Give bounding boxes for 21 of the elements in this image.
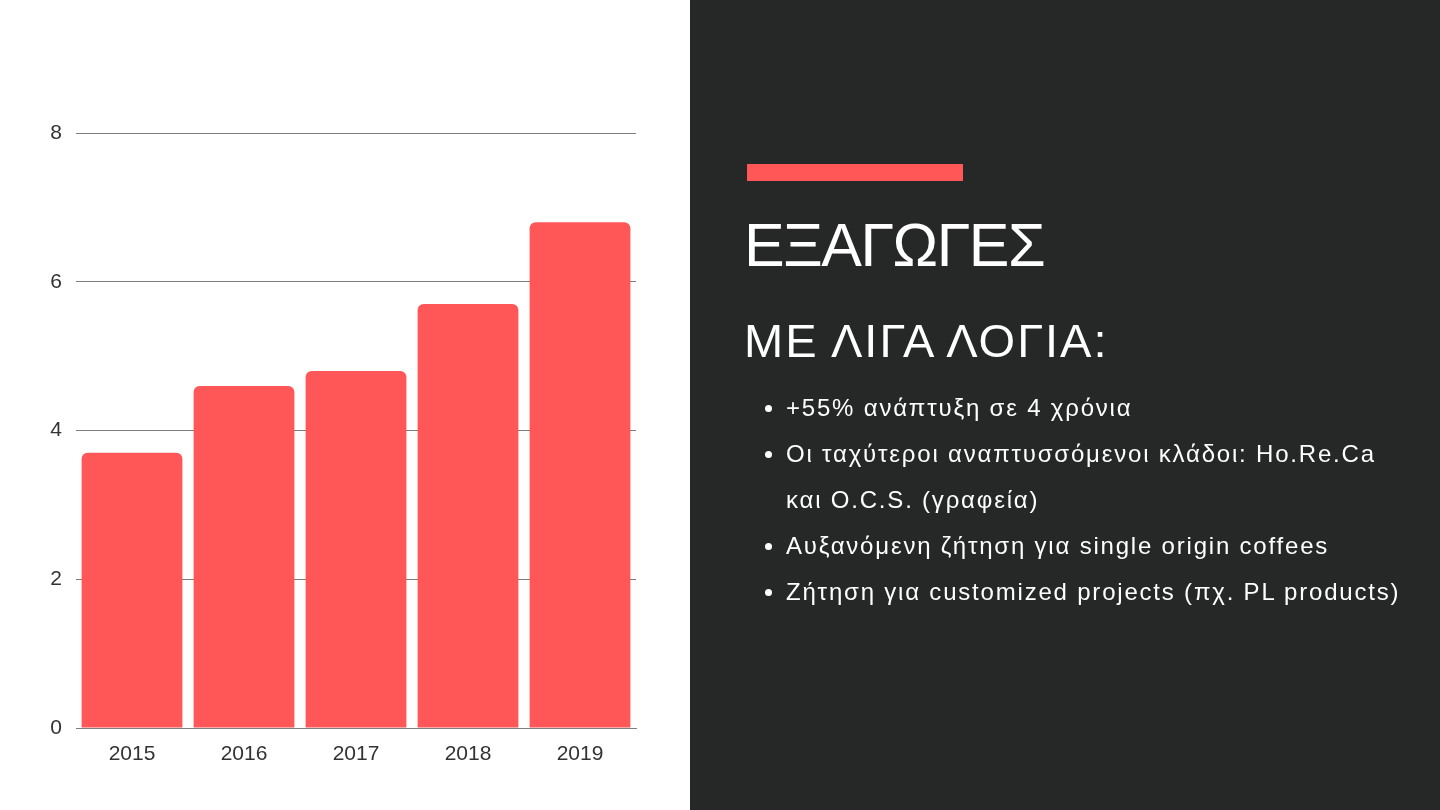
text: ΕΞΑΓΩΓΕΣ bbox=[744, 210, 1045, 281]
bar bbox=[305, 371, 407, 728]
x-tick-label: 2019 bbox=[556, 741, 604, 765]
x-tick-label: 2016 bbox=[220, 741, 268, 765]
text: Αυξανόμενη ζήτηση για single origin coffees bbox=[786, 532, 1330, 559]
text: Ζήτηση για customized projects (πχ. PL products) bbox=[786, 578, 1401, 605]
x-tick-label: 2015 bbox=[108, 741, 156, 765]
y-tick-label: 4 bbox=[50, 417, 63, 441]
text: +55% ανάπτυξη σε 4 χρόνια bbox=[786, 394, 1133, 421]
text: ΜΕ ΛΙΓΑ ΛΟΓΙΑ: bbox=[744, 313, 1109, 369]
bar bbox=[193, 385, 295, 728]
bar bbox=[529, 222, 631, 728]
x-tick-label: 2017 bbox=[332, 741, 380, 765]
x-tick-label: 2018 bbox=[444, 741, 492, 765]
bar bbox=[81, 452, 183, 728]
y-tick-label: 2 bbox=[50, 566, 62, 590]
y-tick-label: 8 bbox=[50, 119, 62, 143]
y-tick-label: 6 bbox=[50, 268, 62, 292]
bar bbox=[417, 304, 519, 728]
y-tick-label: 0 bbox=[50, 714, 62, 738]
text: Οι ταχύτεροι αναπτυσσόμενοι κλάδοι: Ho.Re.Ca και O.C.S. (γραφεία) bbox=[786, 440, 1376, 513]
